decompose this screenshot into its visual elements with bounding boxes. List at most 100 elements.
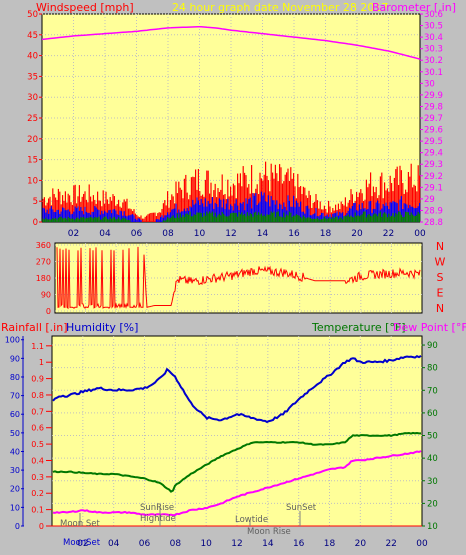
temperature-y-tick-label: 10 <box>427 522 438 532</box>
lowtide-annotation: Lowtide <box>235 515 268 525</box>
rainfall-y-tick-label: 1 <box>39 358 44 367</box>
rainfall-y-tick-label: 0.2 <box>31 489 44 498</box>
compass-label: N <box>436 302 444 315</box>
compass-label: S <box>437 271 444 284</box>
humidity-y-tick-label: 80 <box>10 373 20 382</box>
temperature-y-tick-label: 90 <box>427 341 438 351</box>
wind-direction-series-line <box>56 246 421 310</box>
wind-y-tick-label: 20 <box>27 135 38 145</box>
temperature-axis-title: Temperature [°F] <box>311 321 406 334</box>
wind-x-tick-label: 02 <box>68 229 79 239</box>
barometer-y-tick-label: 30.5 <box>424 22 443 32</box>
temperature-y-tick-label: 30 <box>427 477 438 487</box>
barometer-y-tick-label: 29 <box>424 195 435 205</box>
dew-point-series-line <box>52 450 422 517</box>
wind-x-tick-label: 00 <box>414 229 426 239</box>
sunrise-annotation: SunRise <box>140 503 174 513</box>
wind-x-tick-label: 18 <box>320 229 332 239</box>
direction-y-tick-label: 180 <box>36 274 51 283</box>
climate-panel <box>51 335 423 527</box>
climate-x-tick-label: 16 <box>293 539 305 549</box>
temperature-y-tick-label: 60 <box>427 409 438 419</box>
rainfall-y-tick-label: 0.9 <box>31 375 44 384</box>
rainfall-y-tick-label: 0.5 <box>31 440 44 449</box>
hightide-annotation: Hightide <box>140 514 176 524</box>
rainfall-y-tick-label: 0.8 <box>31 391 44 400</box>
moonset-bottom-annotation: MoonSet <box>63 538 101 548</box>
barometer-y-tick-label: 29.1 <box>424 183 443 193</box>
humidity-y-tick-label: 90 <box>10 354 20 363</box>
rainfall-y-tick-label: 1.1 <box>31 342 44 351</box>
barometer-y-tick-label: 30.6 <box>424 10 443 20</box>
humidity-y-tick-label: 0 <box>15 522 20 531</box>
temperature-y-tick-label: 70 <box>427 386 438 396</box>
humidity-y-tick-label: 100 <box>5 336 20 345</box>
barometer-y-tick-label: 29.7 <box>424 114 443 124</box>
compass-label: N <box>436 240 444 253</box>
wind-x-tick-label: 16 <box>288 229 300 239</box>
wind-y-tick-label: 45 <box>27 31 38 41</box>
rainfall-axis-title: Rainfall [.in] <box>1 321 68 334</box>
temperature-y-tick-label: 50 <box>427 432 438 442</box>
wind-y-tick-label: 0 <box>33 218 38 228</box>
wind-y-tick-label: 35 <box>27 72 38 82</box>
rainfall-y-tick-label: 0.7 <box>31 407 44 416</box>
wind-x-tick-label: 08 <box>162 229 174 239</box>
climate-x-tick-label: 12 <box>231 539 242 549</box>
wind-y-tick-label: 25 <box>27 114 38 124</box>
rainfall-y-tick-label: 0.6 <box>31 424 44 433</box>
rainfall-y-tick-label: 0.4 <box>31 456 44 465</box>
wind-x-tick-label: 06 <box>131 229 143 239</box>
rainfall-y-tick-label: 0 <box>39 522 44 531</box>
barometer-y-tick-label: 29.3 <box>424 160 443 170</box>
humidity-y-tick-label: 10 <box>10 503 20 512</box>
humidity-axis-title: Humidity [%] <box>66 321 138 334</box>
humidity-y-tick-label: 30 <box>10 466 20 475</box>
climate-x-tick-label: 06 <box>139 539 151 549</box>
wind-y-tick-label: 10 <box>27 176 38 186</box>
barometer-y-tick-label: 29.8 <box>424 102 443 112</box>
humidity-y-tick-label: 20 <box>10 485 20 494</box>
climate-x-tick-label: 22 <box>385 539 396 549</box>
barometer-y-tick-label: 30.4 <box>424 33 443 43</box>
barometer-y-tick-label: 30 <box>424 79 435 89</box>
climate-x-tick-label: 04 <box>108 539 120 549</box>
direction-y-tick-label: 90 <box>41 291 51 300</box>
direction-y-tick-label: 270 <box>36 258 51 267</box>
direction-y-tick-label: 360 <box>36 241 51 250</box>
temperature-series-line <box>52 431 421 493</box>
temperature-y-tick-label: 40 <box>427 454 438 464</box>
wind-x-tick-label: 14 <box>257 229 269 239</box>
compass-label: W <box>435 256 446 269</box>
barometer-y-tick-label: 29.6 <box>424 126 443 136</box>
barometer-series-line <box>41 26 421 60</box>
climate-x-tick-label: 14 <box>262 539 274 549</box>
climate-x-tick-label: 00 <box>416 539 428 549</box>
barometer-y-tick-label: 29.9 <box>424 91 443 101</box>
rainfall-y-tick-label: 0.3 <box>31 473 44 482</box>
graph-title: 24 hour graph date November 28 2017 <box>172 1 388 14</box>
humidity-y-tick-label: 70 <box>10 392 20 401</box>
barometer-y-tick-label: 30.3 <box>424 45 443 55</box>
windspeed-axis-title: Windspeed [mph] <box>36 1 134 14</box>
wind-x-tick-label: 20 <box>351 229 363 239</box>
temperature-y-tick-label: 80 <box>427 364 438 374</box>
climate-x-tick-label: 02 <box>77 539 88 549</box>
direction-y-tick-label: 0 <box>46 307 51 316</box>
wind-y-tick-label: 5 <box>33 197 38 207</box>
barometer-y-tick-label: 30.1 <box>424 68 443 78</box>
compass-label: E <box>437 287 444 300</box>
wind-y-tick-label: 30 <box>27 93 38 103</box>
moonrise-annotation: Moon Rise <box>247 527 291 537</box>
wind-x-tick-label: 12 <box>225 229 236 239</box>
climate-x-tick-label: 10 <box>200 539 212 549</box>
barometer-y-tick-label: 29.5 <box>424 137 443 147</box>
humidity-series-line <box>52 355 422 424</box>
wind-x-tick-label: 10 <box>194 229 206 239</box>
dew-point-axis-title: Dew Point [°F] <box>393 321 466 334</box>
humidity-y-tick-label: 40 <box>10 447 20 456</box>
wind-y-tick-label: 40 <box>27 52 38 62</box>
barometer-axis-title: Barometer [.in] <box>372 1 456 14</box>
climate-x-tick-label: 20 <box>355 539 367 549</box>
